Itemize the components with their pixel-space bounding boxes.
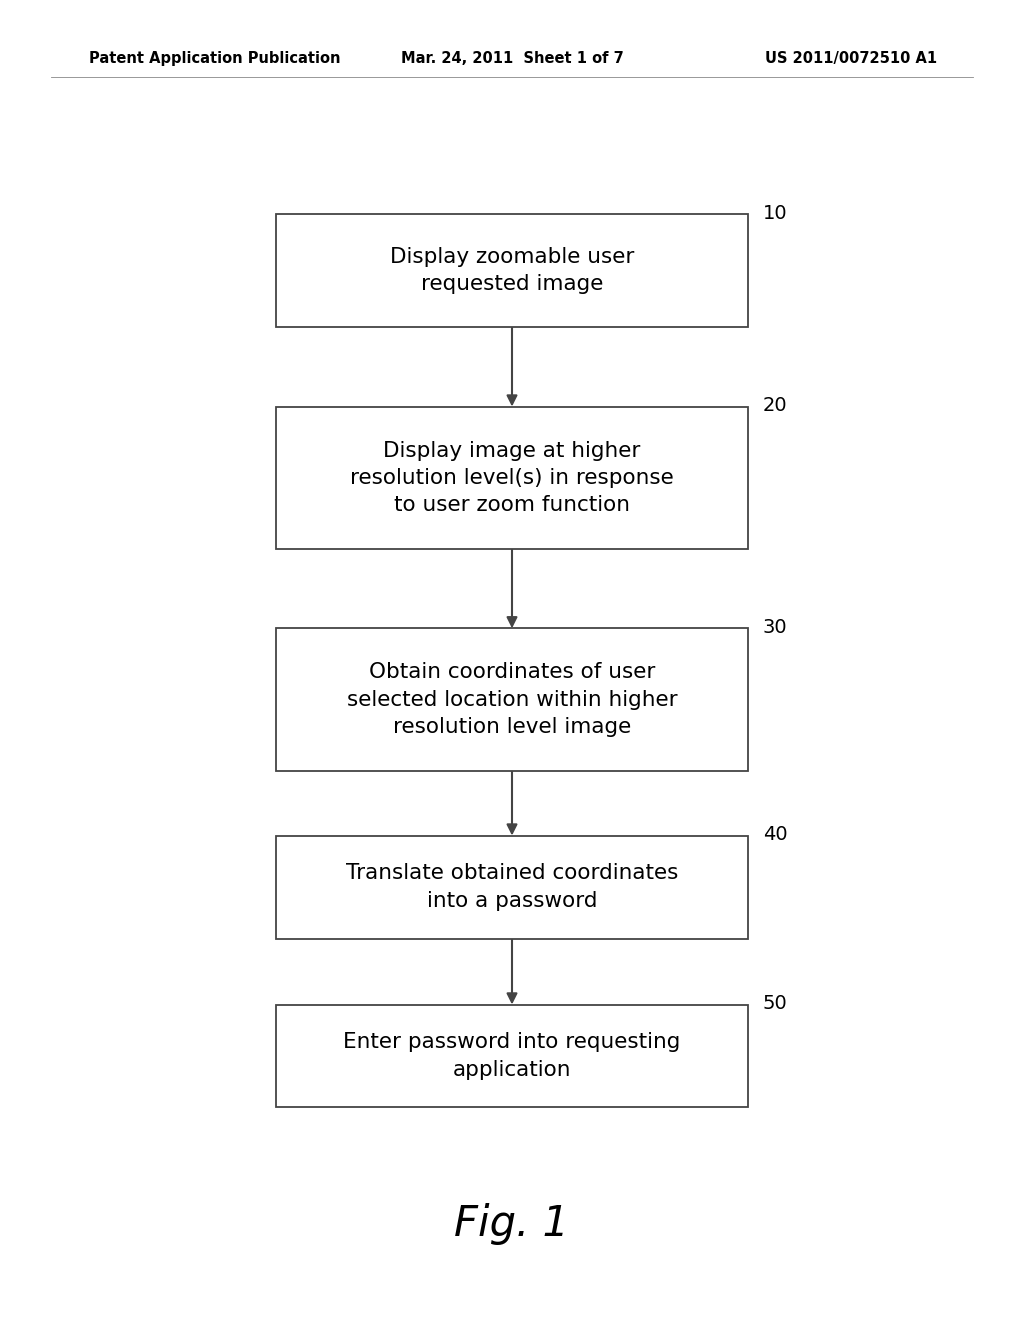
Text: Display image at higher
resolution level(s) in response
to user zoom function: Display image at higher resolution level…	[350, 441, 674, 515]
Text: 10: 10	[763, 205, 787, 223]
Text: 40: 40	[763, 825, 787, 843]
Bar	[276, 407, 748, 549]
Text: 30: 30	[763, 618, 787, 636]
Text: Translate obtained coordinates
into a password: Translate obtained coordinates into a pa…	[346, 863, 678, 911]
Bar	[276, 628, 748, 771]
Text: Patent Application Publication: Patent Application Publication	[89, 50, 341, 66]
Text: 50: 50	[763, 994, 787, 1012]
Bar	[276, 214, 748, 326]
Text: US 2011/0072510 A1: US 2011/0072510 A1	[765, 50, 937, 66]
Text: Enter password into requesting
application: Enter password into requesting applicati…	[343, 1032, 681, 1080]
Text: Display zoomable user
requested image: Display zoomable user requested image	[390, 247, 634, 294]
Bar	[276, 1005, 748, 1107]
Text: Obtain coordinates of user
selected location within higher
resolution level imag: Obtain coordinates of user selected loca…	[347, 663, 677, 737]
Text: Mar. 24, 2011  Sheet 1 of 7: Mar. 24, 2011 Sheet 1 of 7	[400, 50, 624, 66]
Text: Fig. 1: Fig. 1	[455, 1203, 569, 1245]
Bar	[276, 836, 748, 939]
Text: 20: 20	[763, 396, 787, 414]
